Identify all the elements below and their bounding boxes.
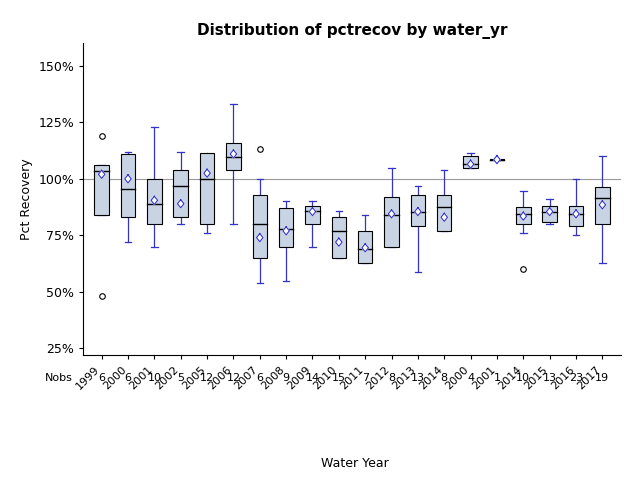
Text: 6: 6 — [125, 373, 131, 383]
Bar — [384, 197, 399, 247]
Bar — [332, 217, 346, 258]
Text: 5: 5 — [177, 373, 184, 383]
Polygon shape — [441, 213, 447, 221]
Text: 8: 8 — [441, 373, 448, 383]
Polygon shape — [99, 170, 105, 179]
Text: 10: 10 — [147, 373, 161, 383]
Text: 7: 7 — [362, 373, 369, 383]
Polygon shape — [204, 169, 211, 177]
Bar — [121, 154, 135, 217]
Text: 13: 13 — [411, 373, 425, 383]
Polygon shape — [125, 175, 131, 183]
Bar — [253, 195, 267, 258]
Polygon shape — [230, 150, 237, 158]
Text: 4: 4 — [467, 373, 474, 383]
Bar — [358, 231, 372, 263]
Bar — [543, 206, 557, 222]
Text: 15: 15 — [332, 373, 346, 383]
Text: 14: 14 — [305, 373, 319, 383]
Bar — [516, 207, 531, 224]
Text: 12: 12 — [200, 373, 214, 383]
Polygon shape — [257, 234, 263, 242]
Polygon shape — [573, 210, 579, 218]
Polygon shape — [467, 160, 474, 168]
Polygon shape — [362, 244, 369, 252]
Polygon shape — [547, 207, 553, 216]
Polygon shape — [493, 156, 500, 164]
Text: Nobs: Nobs — [45, 373, 72, 383]
Bar — [490, 158, 504, 160]
Bar — [147, 179, 162, 224]
Polygon shape — [520, 212, 527, 220]
Text: 12: 12 — [227, 373, 241, 383]
Polygon shape — [283, 227, 289, 235]
Bar — [173, 170, 188, 217]
Text: Water Year: Water Year — [321, 457, 389, 470]
Bar — [226, 143, 241, 170]
Bar — [463, 156, 478, 168]
Y-axis label: Pct Recovery: Pct Recovery — [20, 158, 33, 240]
Polygon shape — [335, 238, 342, 246]
Bar — [95, 165, 109, 215]
Polygon shape — [309, 207, 316, 216]
Text: 1: 1 — [493, 373, 500, 383]
Bar — [411, 195, 425, 227]
Text: 9: 9 — [282, 373, 290, 383]
Bar — [279, 208, 293, 247]
Text: 6: 6 — [256, 373, 263, 383]
Text: 10: 10 — [516, 373, 531, 383]
Polygon shape — [177, 200, 184, 208]
Text: 23: 23 — [569, 373, 583, 383]
Text: 6: 6 — [98, 373, 105, 383]
Polygon shape — [599, 201, 605, 209]
Bar — [569, 206, 583, 227]
Title: Distribution of pctrecov by water_yr: Distribution of pctrecov by water_yr — [196, 23, 508, 39]
Bar — [200, 153, 214, 224]
Bar — [437, 195, 451, 231]
Text: 13: 13 — [543, 373, 557, 383]
Polygon shape — [151, 196, 157, 204]
Bar — [595, 187, 610, 224]
Polygon shape — [388, 210, 395, 218]
Text: 8: 8 — [388, 373, 395, 383]
Bar — [305, 206, 320, 224]
Polygon shape — [415, 207, 421, 216]
Text: 19: 19 — [595, 373, 609, 383]
